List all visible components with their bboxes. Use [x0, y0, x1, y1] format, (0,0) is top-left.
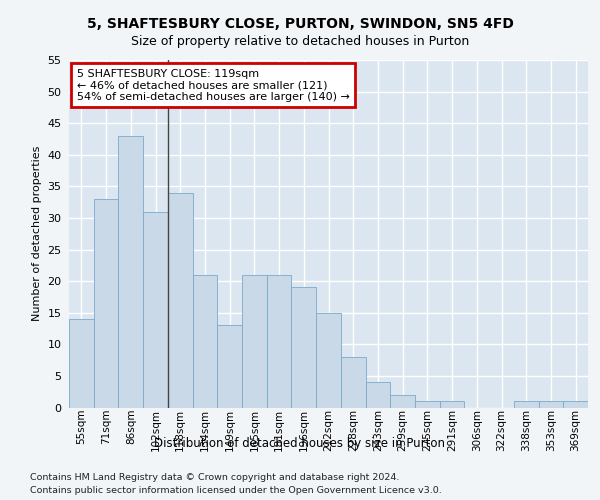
Text: Distribution of detached houses by size in Purton: Distribution of detached houses by size … [155, 438, 445, 450]
Bar [415, 401, 440, 407]
Text: 5 SHAFTESBURY CLOSE: 119sqm
← 46% of detached houses are smaller (121)
54% of se: 5 SHAFTESBURY CLOSE: 119sqm ← 46% of det… [77, 68, 350, 102]
Bar [292, 288, 316, 408]
Bar [440, 401, 464, 407]
Bar [94, 199, 118, 408]
Bar [267, 275, 292, 407]
Bar [168, 192, 193, 408]
Text: Size of property relative to detached houses in Purton: Size of property relative to detached ho… [131, 35, 469, 48]
Y-axis label: Number of detached properties: Number of detached properties [32, 146, 41, 322]
Bar [69, 319, 94, 408]
Bar [316, 312, 341, 408]
Bar [118, 136, 143, 407]
Bar [365, 382, 390, 407]
Bar [242, 275, 267, 407]
Text: Contains public sector information licensed under the Open Government Licence v3: Contains public sector information licen… [30, 486, 442, 495]
Bar [539, 401, 563, 407]
Bar [217, 326, 242, 407]
Bar [563, 401, 588, 407]
Bar [514, 401, 539, 407]
Bar [193, 275, 217, 407]
Bar [390, 395, 415, 407]
Text: Contains HM Land Registry data © Crown copyright and database right 2024.: Contains HM Land Registry data © Crown c… [30, 472, 400, 482]
Bar [341, 357, 365, 408]
Text: 5, SHAFTESBURY CLOSE, PURTON, SWINDON, SN5 4FD: 5, SHAFTESBURY CLOSE, PURTON, SWINDON, S… [86, 18, 514, 32]
Bar [143, 212, 168, 408]
